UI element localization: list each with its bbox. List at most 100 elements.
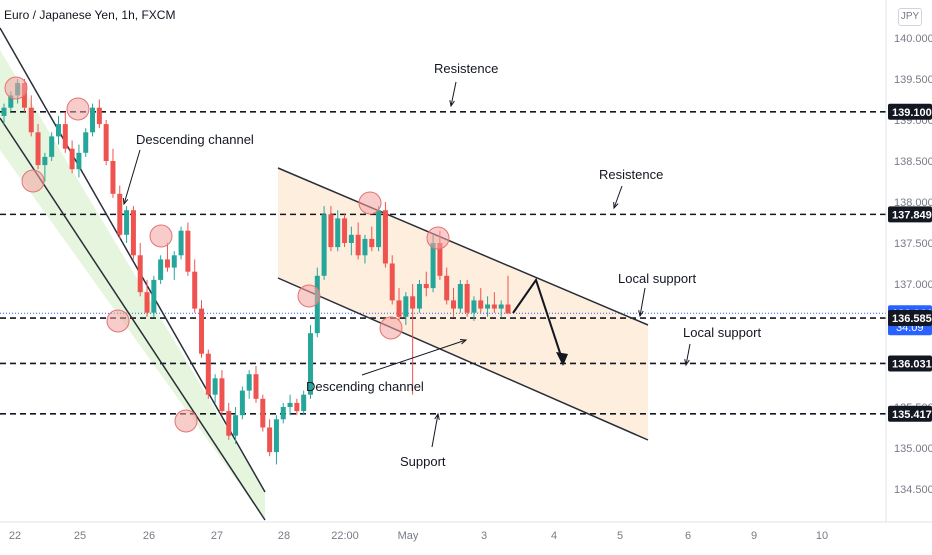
projection-arrowhead — [556, 352, 568, 366]
arrow-local-support-1 — [639, 287, 646, 317]
candle — [260, 394, 266, 432]
x-tick-label: 27 — [211, 530, 223, 542]
x-tick-label: 28 — [278, 530, 290, 542]
candle-body — [369, 238, 375, 248]
candle — [164, 243, 170, 272]
candle-body — [144, 292, 150, 313]
candle — [90, 103, 96, 137]
candle-body — [205, 353, 211, 395]
candle-body — [342, 218, 348, 243]
candle — [62, 111, 68, 153]
green-channel-upper-line — [0, 27, 266, 493]
candle-body — [164, 259, 170, 268]
candle — [301, 390, 307, 416]
candle-body — [62, 124, 68, 149]
candle — [267, 419, 273, 457]
candle — [246, 370, 252, 399]
candle-body — [267, 427, 273, 453]
candle — [423, 271, 429, 297]
x-tick-label: 9 — [751, 530, 757, 542]
x-tick-label: May — [398, 530, 419, 542]
touch-circle — [174, 409, 198, 433]
price-badge-label: 136.031 — [892, 358, 932, 370]
candle-body — [491, 304, 497, 309]
candle — [69, 140, 75, 174]
candle — [49, 132, 55, 161]
candle — [185, 222, 191, 276]
candle-body — [83, 132, 89, 153]
candle-body — [90, 107, 96, 133]
y-tick-label: 137.000 — [894, 279, 932, 291]
arrow-resistence-2 — [613, 185, 623, 209]
arrow-local-support-2 — [685, 343, 691, 366]
candle — [171, 251, 177, 280]
x-tick-label: 3 — [481, 530, 487, 542]
candle — [158, 255, 164, 284]
candle — [42, 152, 48, 182]
price-axis-bg — [886, 0, 932, 550]
candle-body — [410, 296, 416, 309]
price-badge-label: 137.849 — [892, 209, 932, 221]
candle-body — [273, 419, 279, 453]
candle — [328, 206, 334, 252]
candle-body — [246, 374, 252, 391]
green-channel-lower-line — [0, 117, 266, 521]
candle — [239, 386, 245, 420]
currency-button[interactable]: JPY — [898, 8, 922, 26]
candle-body — [212, 378, 218, 395]
candle-body — [498, 304, 504, 309]
candle-body — [457, 284, 463, 309]
candle-body — [471, 300, 477, 313]
x-tick-label: 22:00 — [331, 530, 359, 542]
candle-body — [8, 95, 14, 108]
x-tick-label: 6 — [685, 530, 691, 542]
candle-body — [69, 148, 75, 170]
candle — [103, 120, 109, 166]
candle — [253, 366, 259, 403]
x-tick-label: 25 — [74, 530, 86, 542]
candle-body — [239, 390, 245, 416]
candle-body — [219, 378, 225, 412]
candle-body — [464, 284, 470, 313]
candle — [199, 300, 205, 358]
annotation-descending-channel-1: Descending channel — [136, 132, 254, 147]
candle-body — [55, 124, 61, 137]
y-tick-label: 137.500 — [894, 238, 932, 250]
x-tick-label: 26 — [143, 530, 155, 542]
candle-body — [307, 333, 313, 395]
candle — [1, 103, 7, 125]
candle-body — [485, 304, 491, 309]
arrow-support-head — [434, 412, 440, 420]
annotation-resistence-2: Resistence — [599, 167, 663, 182]
candle-body — [171, 255, 177, 268]
candle-body — [76, 152, 82, 170]
annotation-support: Support — [400, 454, 446, 469]
candle — [342, 214, 348, 248]
candle — [369, 226, 375, 252]
candle-body — [294, 402, 300, 412]
candle — [491, 292, 497, 313]
candle-body — [124, 210, 130, 235]
candle — [471, 296, 477, 321]
candle-body — [233, 415, 239, 436]
projection-path — [512, 277, 564, 363]
candle — [192, 259, 198, 313]
candle-body — [28, 107, 34, 133]
candle — [273, 415, 279, 465]
candle-body — [103, 124, 109, 161]
candle — [130, 206, 136, 260]
touch-circle — [426, 226, 450, 250]
price-badge-bg — [888, 355, 932, 372]
candle — [137, 243, 143, 297]
arrow-descending-1-head — [122, 197, 129, 206]
annotation-local-support-1: Local support — [618, 271, 696, 286]
candle — [396, 288, 402, 321]
candle-body — [253, 374, 259, 399]
candle — [287, 394, 293, 416]
candle-body — [505, 304, 511, 314]
candle — [403, 292, 409, 325]
y-tick-label: 139.500 — [894, 74, 932, 86]
candle-body — [260, 398, 266, 428]
